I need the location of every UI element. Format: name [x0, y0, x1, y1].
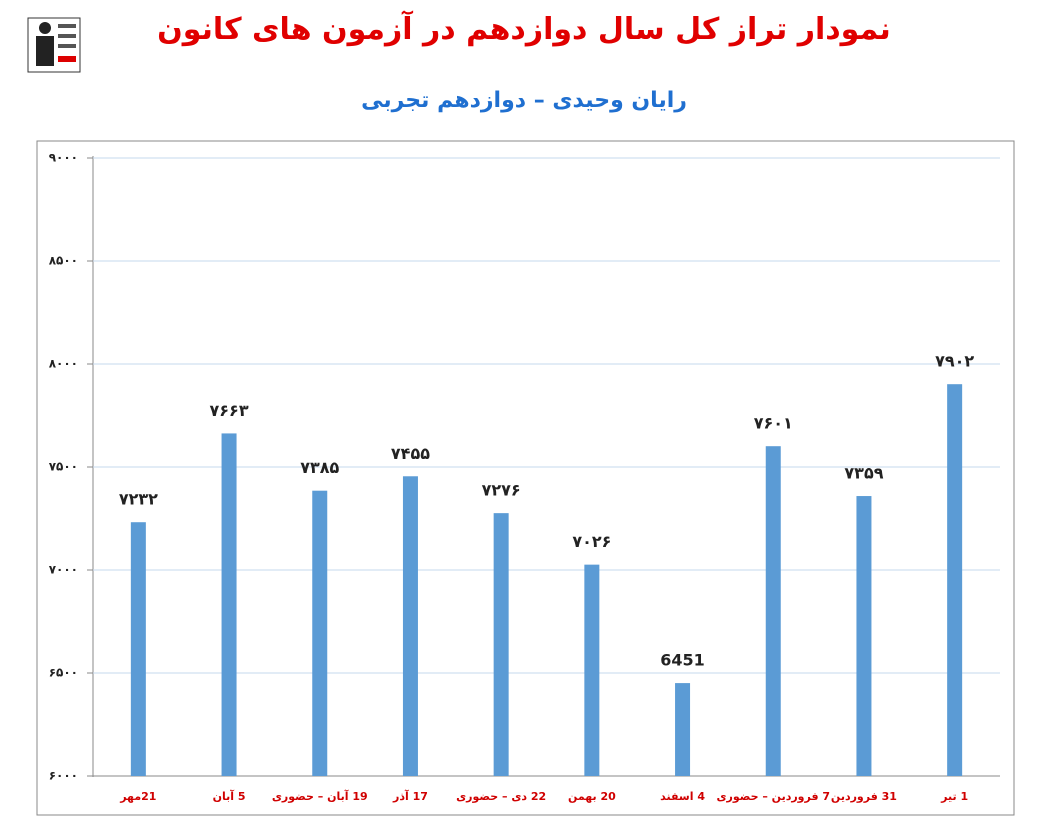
bar — [221, 433, 237, 776]
value-label: 6451 — [660, 651, 705, 670]
x-tick-label: 19 آبان – حضوری — [272, 789, 368, 803]
y-tick-label: ۷۵۰۰ — [49, 460, 78, 474]
y-tick-label: ۸۰۰۰ — [49, 357, 78, 371]
x-tick-label: 4 اسفند — [660, 790, 705, 803]
bar — [765, 446, 781, 776]
chart-frame — [36, 140, 1015, 816]
x-tick-label: 5 آبان — [213, 789, 246, 803]
x-tick-label: 20 بهمن — [568, 790, 616, 803]
x-tick-label: 31 فروردین — [831, 790, 897, 803]
value-label: ۷۲۳۲ — [119, 490, 158, 509]
value-label: ۷۶۶۳ — [210, 401, 249, 420]
x-tick-label: 21مهر — [119, 790, 156, 803]
bar — [402, 476, 418, 776]
chart-subtitle: رایان وحیدی – دوازدهم تجربی — [361, 88, 687, 113]
value-label: ۷۰۲۶ — [572, 532, 611, 551]
bar — [130, 522, 146, 776]
value-label: ۷۹۰۲ — [935, 352, 974, 371]
value-label: ۷۴۵۵ — [391, 444, 430, 463]
y-tick-label: ۸۵۰۰ — [49, 254, 78, 268]
x-tick-label: 7 فروردین – حضوری — [716, 790, 830, 803]
bar — [584, 564, 600, 776]
bar — [312, 490, 328, 776]
value-label: ۷۳۵۹ — [844, 464, 883, 483]
x-tick-label: 1 تیر — [940, 790, 968, 803]
y-tick-label: ۷۰۰۰ — [49, 563, 78, 577]
bar — [675, 683, 691, 776]
x-tick-label: 17 آذر — [392, 789, 428, 803]
x-tick-label: 22 دی – حضوری — [456, 790, 546, 803]
bar — [856, 496, 872, 776]
y-tick-label: ۶۵۰۰ — [49, 666, 78, 680]
logo — [27, 17, 81, 73]
y-tick-label: ۶۰۰۰ — [49, 769, 78, 783]
bar — [493, 513, 509, 776]
value-label: ۷۲۷۶ — [482, 481, 521, 500]
value-label: ۷۶۰۱ — [754, 414, 793, 433]
bar — [947, 384, 963, 776]
y-tick-label: ۹۰۰۰ — [49, 151, 78, 165]
value-label: ۷۳۸۵ — [300, 458, 339, 477]
chart-title: نمودار تراز کل سال دوازدهم در آزمون های … — [157, 12, 891, 47]
